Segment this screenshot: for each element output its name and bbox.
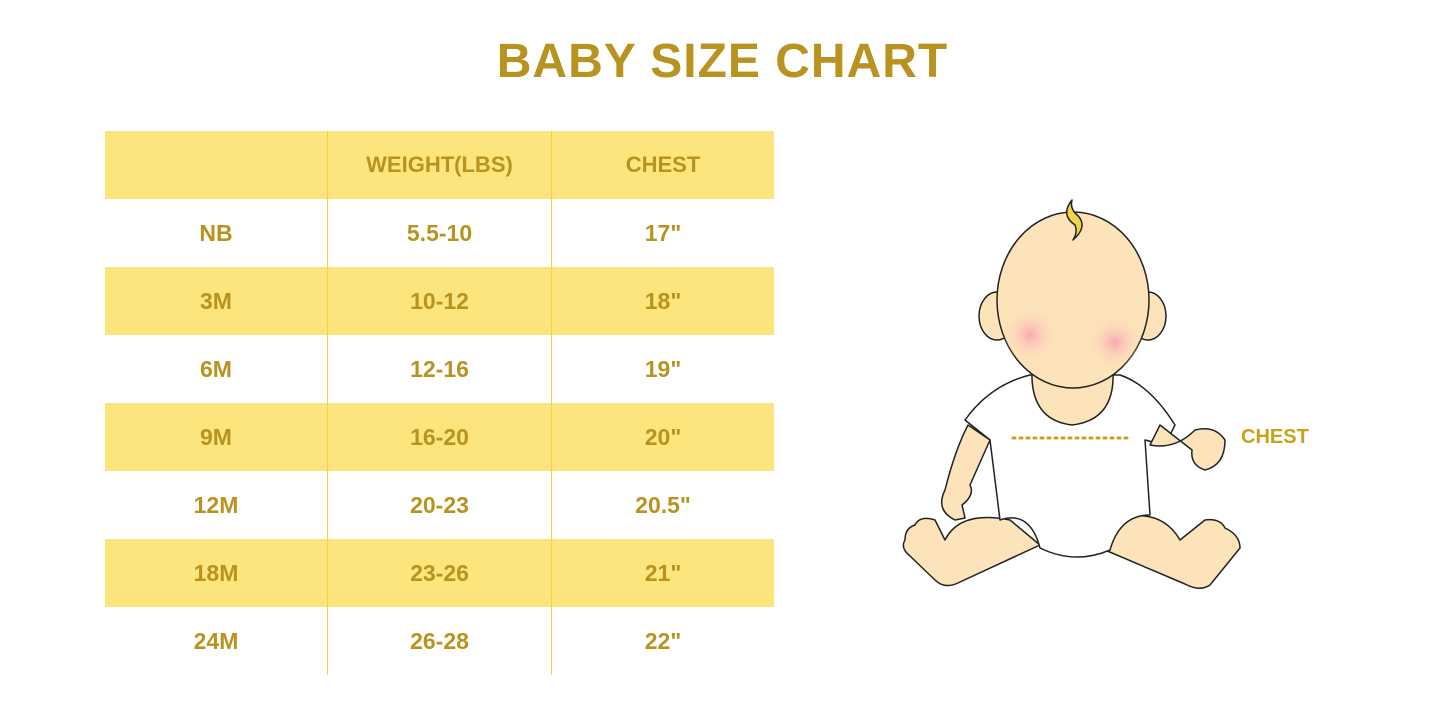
table-row: 6M 12-16 19"	[105, 335, 774, 403]
table-row: 9M 16-20 20"	[105, 403, 774, 471]
chest-cell: 18"	[644, 287, 682, 314]
table-header-row: WEIGHT(LBS) CHEST	[105, 131, 774, 199]
table-row: 12M 20-23 20.5"	[105, 471, 774, 539]
chest-label: CHEST	[1241, 426, 1309, 448]
chest-cell: 20"	[644, 423, 682, 450]
header-weight: WEIGHT(LBS)	[327, 131, 552, 199]
weight-cell: 16-20	[327, 403, 552, 471]
chest-cell: 21"	[644, 559, 682, 586]
page-title: BABY SIZE CHART	[496, 35, 949, 88]
weight-cell: 23-26	[327, 539, 552, 607]
chest-cell: 20.5"	[635, 491, 691, 518]
chest-cell: 17"	[644, 219, 682, 246]
table-row: 18M 23-26 21"	[105, 539, 774, 607]
table-row: 3M 10-12 18"	[105, 267, 774, 335]
weight-cell: 5.5-10	[327, 199, 552, 267]
size-table: WEIGHT(LBS) CHEST NB 5.5-10 17" 3M 10-12 18" 6…	[105, 131, 774, 675]
size-cell: 12M	[193, 491, 239, 518]
chest-cell: 22"	[644, 627, 682, 654]
weight-cell: 12-16	[327, 335, 552, 403]
size-cell: 6M	[200, 355, 232, 382]
weight-cell: 26-28	[327, 607, 552, 675]
cheek-left	[1002, 307, 1058, 363]
weight-cell: 20-23	[327, 471, 552, 539]
header-chest: CHEST	[625, 152, 701, 177]
weight-cell: 10-12	[327, 267, 552, 335]
cheek-right	[1087, 314, 1143, 370]
chest-cell: 19"	[644, 355, 682, 382]
size-cell: 9M	[200, 423, 232, 450]
size-cell: 18M	[193, 559, 239, 586]
size-cell: 3M	[200, 287, 232, 314]
table-row: 24M 26-28 22"	[105, 607, 774, 675]
size-cell: NB	[199, 219, 233, 246]
size-cell: 24M	[193, 627, 239, 654]
table-row: NB 5.5-10 17"	[105, 199, 774, 267]
